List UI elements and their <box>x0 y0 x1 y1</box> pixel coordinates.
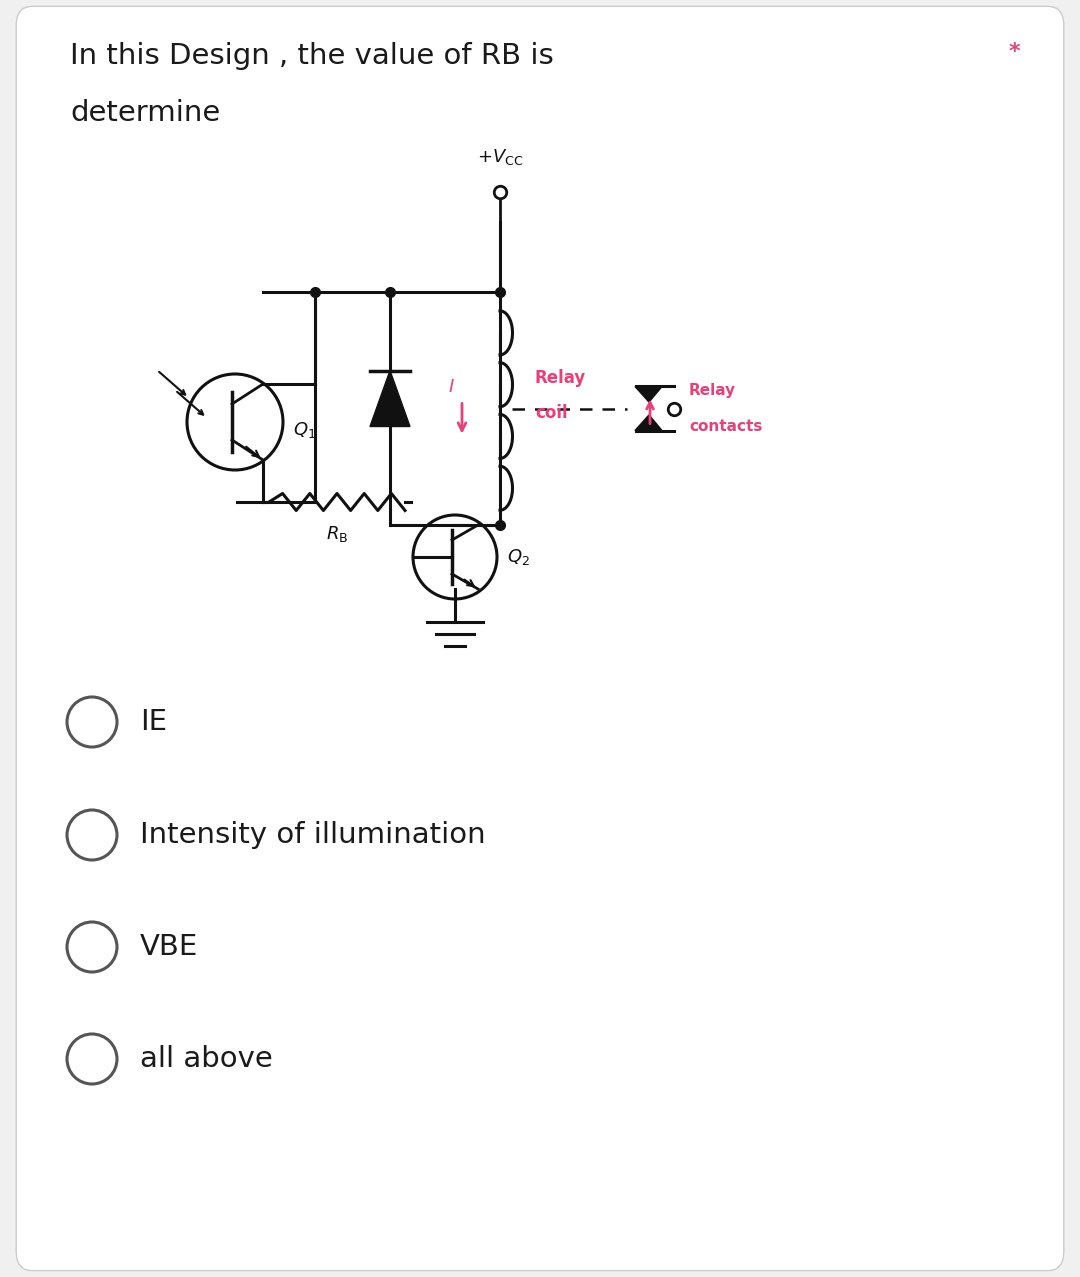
Text: $+V_{\mathrm{CC}}$: $+V_{\mathrm{CC}}$ <box>476 147 523 167</box>
Text: all above: all above <box>140 1045 273 1073</box>
Polygon shape <box>635 415 662 430</box>
Text: In this Design , the value of RB is: In this Design , the value of RB is <box>70 42 554 70</box>
Polygon shape <box>635 387 662 402</box>
Text: coil: coil <box>535 405 568 423</box>
Text: VBE: VBE <box>140 933 199 962</box>
Text: Relay: Relay <box>689 383 737 398</box>
Text: contacts: contacts <box>689 419 762 434</box>
Text: $Q_1$: $Q_1$ <box>293 420 316 441</box>
Text: $Q_2$: $Q_2$ <box>507 547 530 567</box>
Text: Relay: Relay <box>535 369 586 387</box>
Polygon shape <box>370 370 410 427</box>
Text: Intensity of illumination: Intensity of illumination <box>140 821 486 849</box>
Text: *: * <box>1009 42 1020 63</box>
Text: $I$: $I$ <box>448 378 455 396</box>
Text: IE: IE <box>140 707 167 736</box>
Text: $R_{\mathrm{B}}$: $R_{\mathrm{B}}$ <box>326 524 348 544</box>
Text: determine: determine <box>70 100 220 126</box>
